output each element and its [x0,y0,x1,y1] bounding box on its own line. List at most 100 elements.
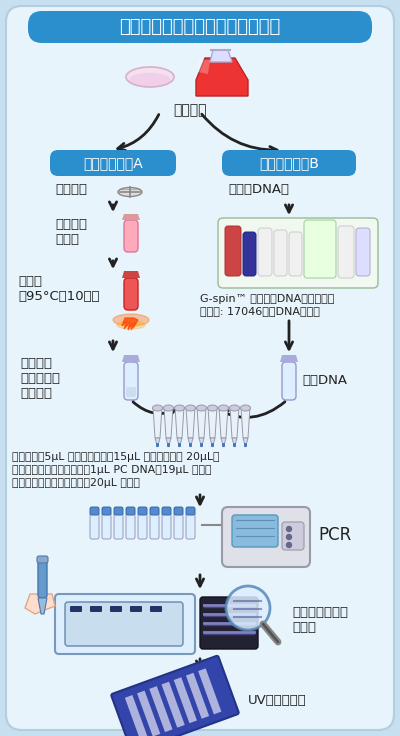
FancyBboxPatch shape [282,362,296,400]
Ellipse shape [130,74,170,87]
Polygon shape [153,407,162,438]
FancyBboxPatch shape [124,220,138,252]
FancyBboxPatch shape [211,443,214,447]
FancyBboxPatch shape [55,594,195,654]
Polygon shape [210,438,215,447]
FancyBboxPatch shape [186,513,195,539]
Text: PCR: PCR [318,526,351,544]
FancyBboxPatch shape [289,232,302,276]
Ellipse shape [118,188,142,197]
FancyBboxPatch shape [178,443,181,447]
Text: G-spin™ トータルDNAミニキット: G-spin™ トータルDNAミニキット [200,294,334,304]
Ellipse shape [152,405,162,411]
Polygon shape [208,407,217,438]
Text: （品番: 17046）でDNAを精製: （品番: 17046）でDNAを精製 [200,306,320,316]
Polygon shape [122,355,140,362]
FancyBboxPatch shape [65,602,183,646]
FancyBboxPatch shape [28,11,372,43]
FancyBboxPatch shape [186,673,209,719]
Text: 培養細胞: 培養細胞 [173,103,207,117]
Text: アガロースゲル
で検出: アガロースゲル で検出 [292,606,348,634]
FancyBboxPatch shape [114,507,123,515]
Polygon shape [188,438,193,447]
FancyBboxPatch shape [111,656,239,736]
FancyBboxPatch shape [137,690,160,736]
FancyBboxPatch shape [218,218,378,288]
Polygon shape [122,214,140,220]
FancyBboxPatch shape [125,695,148,736]
Text: UV照射＆廃棄: UV照射＆廃棄 [248,693,307,707]
Polygon shape [230,407,239,438]
Polygon shape [199,438,204,447]
Polygon shape [196,58,248,96]
FancyBboxPatch shape [338,226,354,278]
FancyBboxPatch shape [162,513,171,539]
Circle shape [286,542,292,548]
FancyBboxPatch shape [200,597,258,649]
FancyBboxPatch shape [304,220,336,278]
Text: クルード
ライセート
（上清）: クルード ライセート （上清） [20,357,60,400]
Polygon shape [197,407,206,438]
FancyBboxPatch shape [90,606,102,612]
Polygon shape [243,438,248,447]
FancyBboxPatch shape [110,606,122,612]
FancyBboxPatch shape [50,150,176,176]
Ellipse shape [218,405,228,411]
Ellipse shape [164,405,174,411]
Text: 精製DNA: 精製DNA [302,373,347,386]
FancyBboxPatch shape [222,507,310,567]
Polygon shape [155,438,160,447]
Polygon shape [186,407,195,438]
Circle shape [286,534,292,539]
Ellipse shape [117,321,145,329]
FancyBboxPatch shape [162,507,171,515]
Text: ネガティブコントロール：20μL 蕨留水: ネガティブコントロール：20μL 蕨留水 [12,478,140,488]
FancyBboxPatch shape [198,668,221,715]
FancyBboxPatch shape [124,278,138,310]
FancyBboxPatch shape [282,522,304,550]
Polygon shape [280,355,298,362]
FancyBboxPatch shape [244,443,247,447]
FancyBboxPatch shape [232,515,278,547]
Polygon shape [166,438,171,447]
FancyBboxPatch shape [186,507,195,515]
FancyBboxPatch shape [114,513,123,539]
FancyBboxPatch shape [90,513,99,539]
Polygon shape [232,438,237,447]
FancyBboxPatch shape [102,507,111,515]
Text: ゲノムDNA法: ゲノムDNA法 [228,183,289,196]
Polygon shape [221,438,226,447]
Ellipse shape [186,405,196,411]
Circle shape [226,586,270,630]
FancyBboxPatch shape [70,606,82,612]
FancyBboxPatch shape [162,682,185,728]
Polygon shape [177,438,182,447]
FancyBboxPatch shape [150,507,159,515]
Ellipse shape [230,405,240,411]
Polygon shape [219,407,228,438]
Ellipse shape [113,314,149,326]
FancyBboxPatch shape [126,513,135,539]
Text: プロトコールA: プロトコールA [83,156,143,170]
Ellipse shape [174,405,184,411]
Ellipse shape [208,405,218,411]
FancyBboxPatch shape [138,513,147,539]
FancyBboxPatch shape [90,507,99,515]
FancyBboxPatch shape [37,556,48,563]
Polygon shape [25,594,55,614]
Ellipse shape [240,405,250,411]
FancyBboxPatch shape [243,232,256,276]
FancyBboxPatch shape [200,443,203,447]
Polygon shape [164,407,173,438]
FancyBboxPatch shape [126,387,136,397]
Text: ボジティブコントロール：1μL PC DNA＋19μL 蕨留水: ボジティブコントロール：1μL PC DNA＋19μL 蕨留水 [12,465,212,475]
FancyBboxPatch shape [138,507,147,515]
FancyBboxPatch shape [124,362,138,400]
FancyBboxPatch shape [274,230,287,276]
FancyBboxPatch shape [156,443,159,447]
FancyBboxPatch shape [150,606,162,612]
FancyBboxPatch shape [130,606,142,612]
Text: 細胞回収
＆洗浄: 細胞回収 ＆洗浄 [55,218,87,246]
Polygon shape [122,271,140,278]
Text: ボイル法: ボイル法 [55,183,87,196]
